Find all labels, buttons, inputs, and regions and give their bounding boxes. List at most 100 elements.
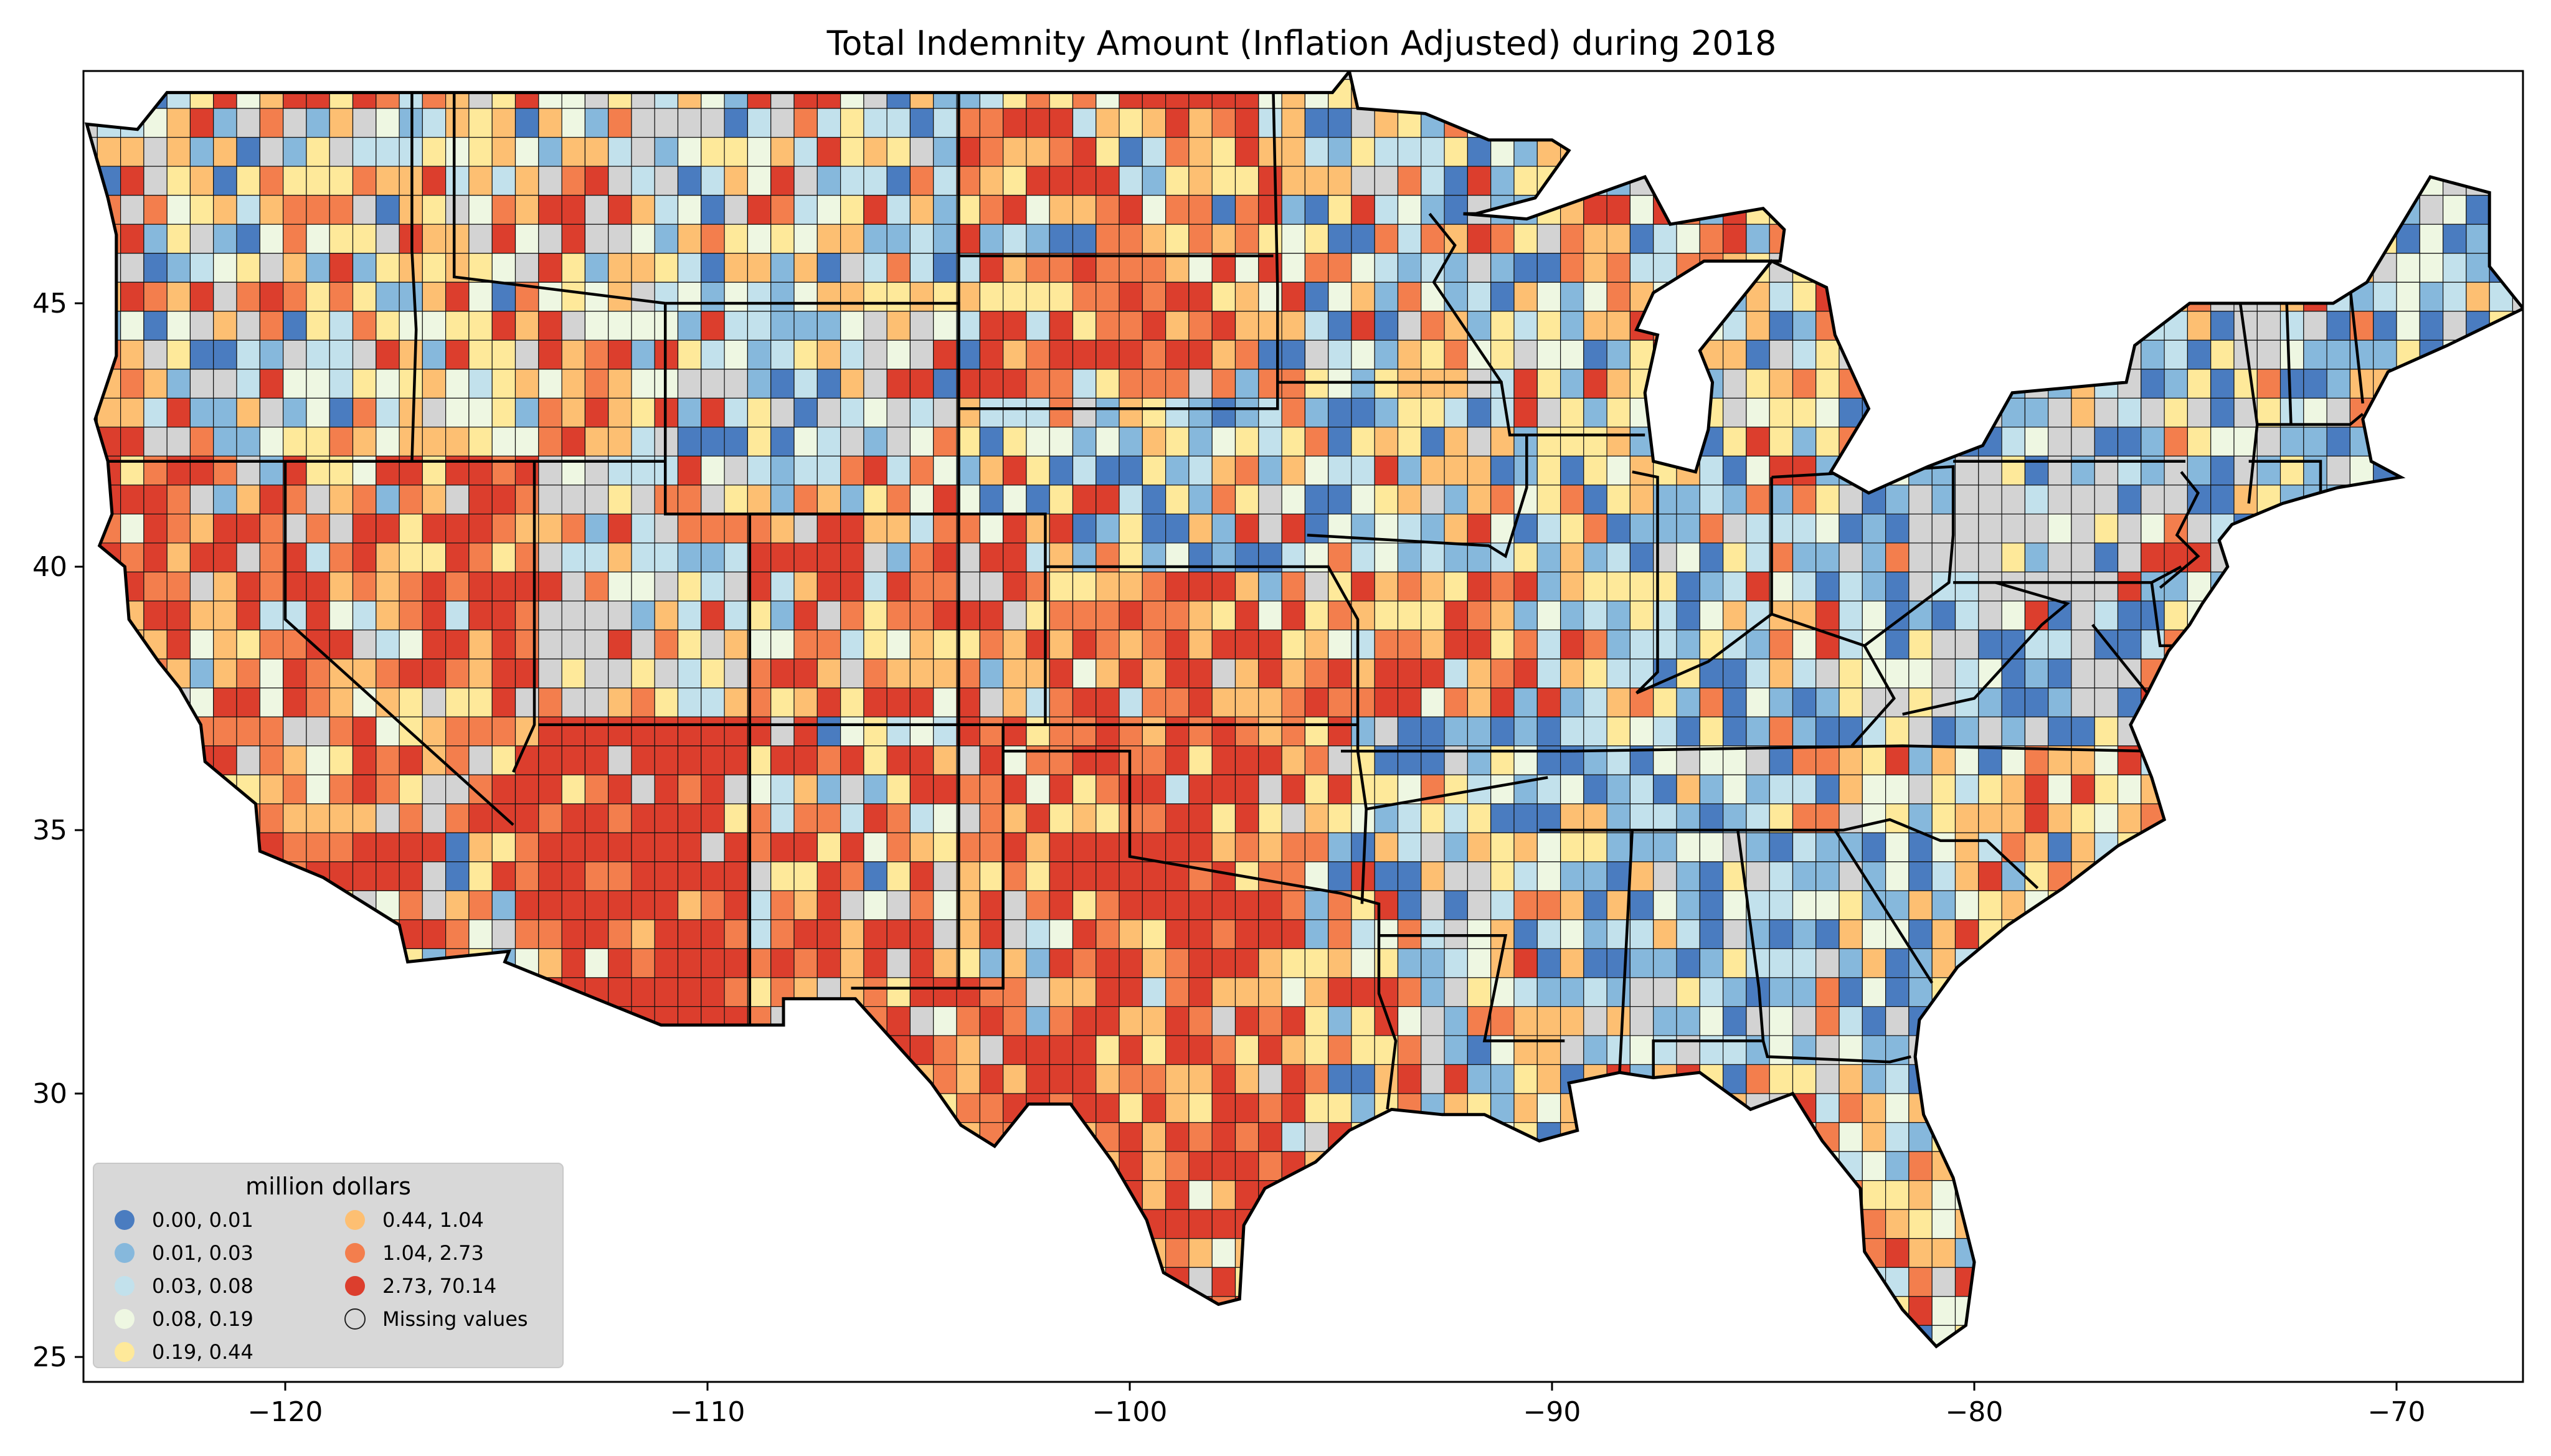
county-cell <box>2374 978 2397 1007</box>
county-cell <box>701 601 724 630</box>
county-cell <box>701 485 724 514</box>
county-cell <box>1444 456 1467 485</box>
county-cell <box>1142 1036 1165 1065</box>
county-cell <box>794 1354 817 1384</box>
county-cell <box>585 108 608 138</box>
county-cell <box>2257 572 2280 602</box>
county-cell <box>678 369 701 399</box>
county-cell <box>1491 1151 1514 1181</box>
county-cell <box>306 224 329 253</box>
county-cell <box>1444 1123 1467 1152</box>
county-cell <box>1003 311 1026 341</box>
county-cell <box>1166 572 1189 602</box>
county-cell <box>562 601 585 630</box>
county-cell <box>1142 920 1165 949</box>
county-cell <box>214 833 237 862</box>
county-cell <box>1049 1354 1072 1384</box>
county-cell <box>2257 746 2280 775</box>
county-cell <box>2211 196 2234 225</box>
county-cell <box>2118 514 2141 543</box>
county-cell <box>2094 398 2118 427</box>
county-cell <box>1746 166 1769 196</box>
county-cell <box>1793 775 1816 804</box>
county-cell <box>2234 717 2257 746</box>
county-cell <box>2094 1151 2118 1181</box>
county-cell <box>1677 1267 1700 1297</box>
county-cell <box>1723 1325 1746 1354</box>
county-cell <box>1909 138 1932 167</box>
county-cell <box>2211 1267 2234 1297</box>
county-cell <box>353 485 376 514</box>
county-cell <box>237 601 260 630</box>
county-cell <box>1444 1239 1467 1268</box>
county-cell <box>562 108 585 138</box>
county-cell <box>1305 485 1328 514</box>
county-cell <box>2187 1036 2210 1065</box>
county-cell <box>1561 1151 1584 1181</box>
county-cell <box>1189 1151 1212 1181</box>
county-cell <box>1049 224 1072 253</box>
county-cell <box>2374 746 2397 775</box>
county-cell <box>2211 948 2234 978</box>
county-cell <box>1212 514 1235 543</box>
county-cell <box>1398 804 1421 833</box>
county-cell <box>1444 630 1467 659</box>
county-cell <box>2536 630 2551 659</box>
county-cell <box>237 1036 260 1065</box>
county-cell <box>562 166 585 196</box>
county-cell <box>446 1065 469 1094</box>
county-cell <box>2141 369 2164 399</box>
county-cell <box>2327 514 2350 543</box>
county-cell <box>1467 978 1490 1007</box>
county-cell <box>237 688 260 717</box>
county-cell <box>1236 340 1259 369</box>
county-cell <box>724 253 747 283</box>
county-cell <box>1049 833 1072 862</box>
county-cell <box>1398 717 1421 746</box>
county-cell <box>887 920 910 949</box>
county-cell <box>1282 196 1305 225</box>
county-cell <box>2164 485 2187 514</box>
county-cell <box>1677 1325 1700 1354</box>
county-cell <box>1723 369 1746 399</box>
county-cell <box>97 50 120 80</box>
county-cell <box>237 196 260 225</box>
county-cell <box>1166 804 1189 833</box>
county-cell <box>1700 80 1723 109</box>
county-cell <box>1328 1065 1351 1094</box>
county-cell <box>2281 1036 2304 1065</box>
county-cell <box>2164 601 2187 630</box>
county-cell <box>887 196 910 225</box>
county-cell <box>2094 804 2118 833</box>
county-cell <box>1677 775 1700 804</box>
county-cell <box>632 1239 655 1268</box>
county-cell <box>2327 1267 2350 1297</box>
county-cell <box>492 253 515 283</box>
county-cell <box>1189 775 1212 804</box>
county-cell <box>887 1267 910 1297</box>
county-cell <box>2536 717 2551 746</box>
county-cell <box>1003 1006 1026 1036</box>
county-cell <box>74 948 97 978</box>
county-cell <box>1003 1151 1026 1181</box>
county-cell <box>887 775 910 804</box>
county-cell <box>1584 1354 1607 1384</box>
county-cell <box>1561 1267 1584 1297</box>
county-cell <box>1049 1006 1072 1036</box>
county-cell <box>1584 514 1607 543</box>
county-cell <box>214 253 237 283</box>
county-cell <box>399 282 422 311</box>
county-cell <box>2071 659 2094 688</box>
county-cell <box>167 485 190 514</box>
county-cell <box>934 253 957 283</box>
county-cell <box>469 543 492 572</box>
county-cell <box>1398 1297 1421 1326</box>
county-cell <box>2187 311 2210 341</box>
county-cell <box>2420 1036 2443 1065</box>
county-cell <box>2025 1325 2048 1354</box>
county-cell <box>1073 253 1096 283</box>
county-cell <box>701 659 724 688</box>
county-cell <box>1491 311 1514 341</box>
county-cell <box>1491 485 1514 514</box>
county-cell <box>1514 311 1537 341</box>
